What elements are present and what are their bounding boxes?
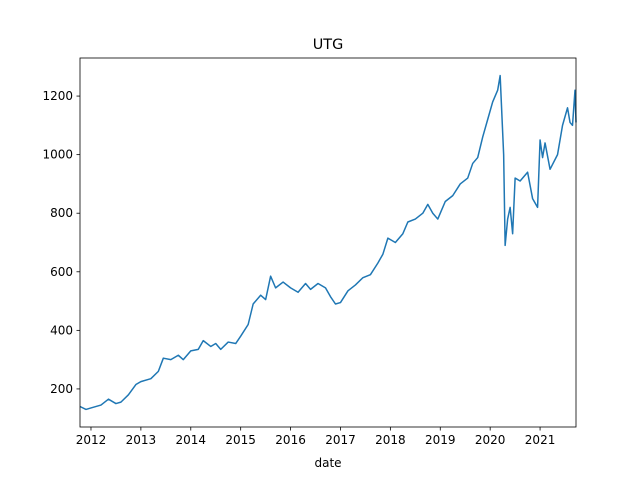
data-line [79,74,577,411]
y-tick-label: 1000 [42,148,73,162]
x-tick-label: 2018 [375,433,406,447]
plot-frame [79,57,577,428]
x-tick-label: 2021 [525,433,556,447]
x-tick-label: 2019 [425,433,456,447]
x-tick-label: 2012 [76,433,107,447]
x-axis-label: date [314,456,341,470]
y-tick-label: 600 [50,265,73,279]
x-tick-label: 2013 [126,433,157,447]
x-tick-label: 2016 [275,433,306,447]
y-tick-label: 400 [50,323,73,337]
x-tick-label: 2014 [176,433,207,447]
x-tick-label: 2020 [475,433,506,447]
x-tick-label: 2015 [225,433,256,447]
y-tick-label: 1200 [42,89,73,103]
y-tick-label: 800 [50,206,73,220]
x-tick-label: 2017 [325,433,356,447]
y-tick-label: 200 [50,382,73,396]
chart-title: UTG [313,37,343,53]
